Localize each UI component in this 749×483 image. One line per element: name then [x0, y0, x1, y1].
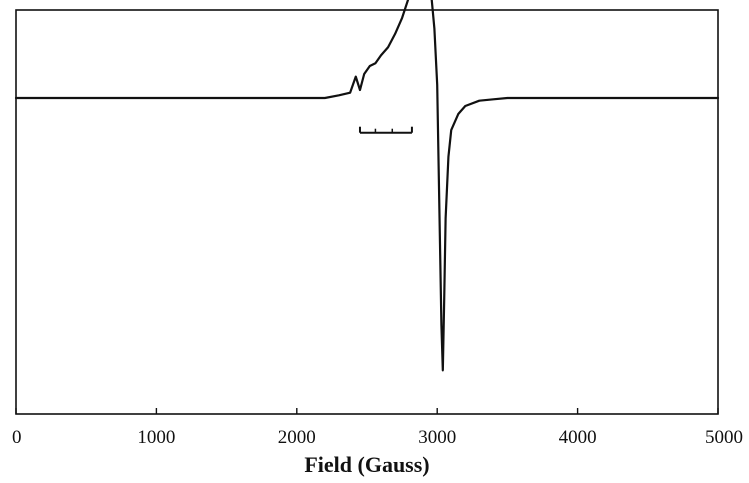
x-tick-label-5: 4000	[559, 427, 597, 448]
x-tick-label-4: 3000	[418, 427, 456, 448]
scale-bar	[358, 126, 413, 134]
x-tick-label-1: 0	[12, 427, 22, 448]
x-tick-label-3: 2000	[278, 427, 316, 448]
x-tick-label-6: 5000	[705, 427, 743, 448]
series-line-1	[14, 0, 720, 372]
plot-frame	[15, 9, 719, 415]
x-axis-tick-labels: 0 1000 2000 3000 4000 5000	[12, 427, 743, 448]
series-layer	[14, 0, 720, 372]
x-tick-label-2: 1000	[137, 427, 175, 448]
x-axis-ticks	[15, 408, 719, 414]
x-axis-title: Field (Gauss)	[304, 452, 429, 477]
